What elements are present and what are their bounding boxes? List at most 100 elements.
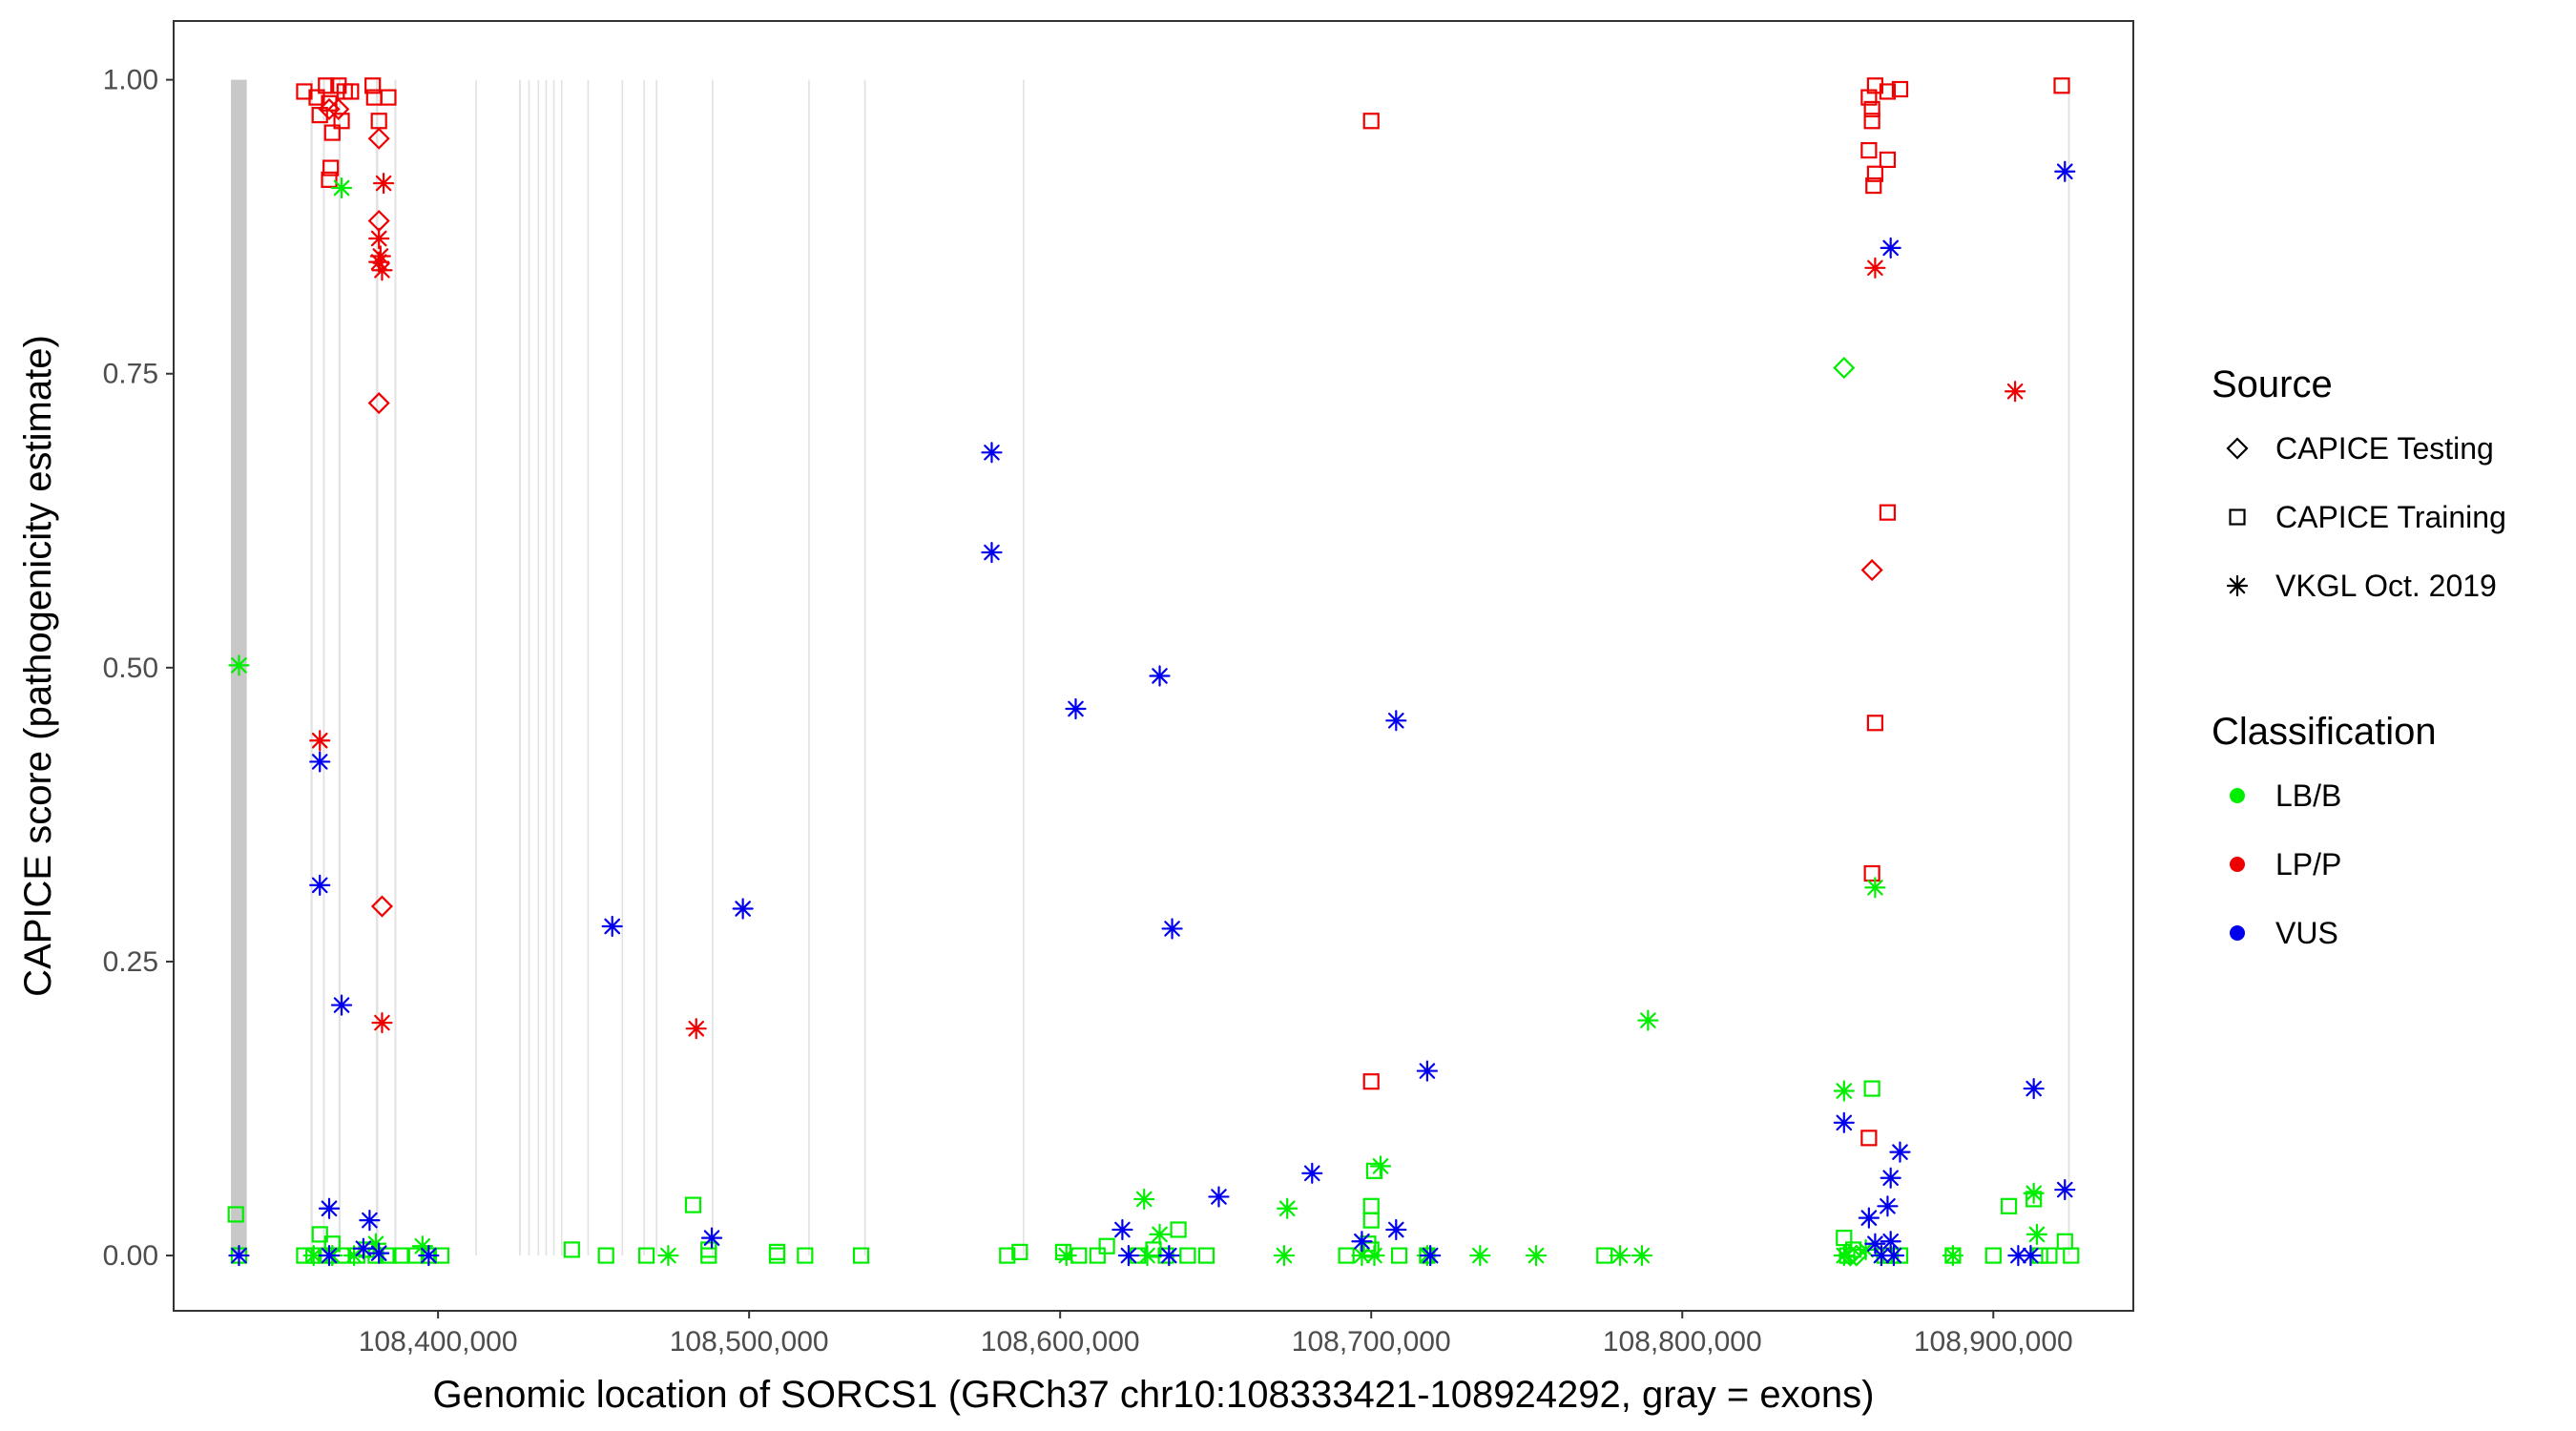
data-point [1833, 357, 1856, 380]
data-point [1277, 1197, 1298, 1219]
data-point [370, 895, 393, 918]
data-point [700, 1241, 717, 1258]
x-axis: 108,400,000 108,500,000 108,600,000 108,700… [359, 1311, 2073, 1358]
data-point [327, 97, 350, 120]
data-point [1385, 1218, 1407, 1241]
x-tick-label: 108,600,000 [981, 1326, 1140, 1358]
legend-source-title: Source [2212, 363, 2333, 405]
exon-band [712, 79, 714, 1256]
data-point [1863, 864, 1880, 882]
data-point [1858, 1207, 1880, 1229]
data-point [1637, 1009, 1659, 1031]
data-point [768, 1247, 786, 1264]
exon-band [375, 79, 379, 1256]
data-point [1866, 715, 1883, 732]
legend-symbol-square [2229, 508, 2246, 526]
data-point [368, 251, 390, 273]
data-point [563, 1241, 580, 1258]
data-point [2053, 77, 2070, 94]
data-point [1170, 1221, 1187, 1238]
data-point [1385, 710, 1407, 732]
exon-band [587, 79, 590, 1256]
data-point [684, 1196, 702, 1213]
data-point [1208, 1186, 1230, 1208]
data-point [1111, 1218, 1133, 1241]
data-point [2007, 1244, 2029, 1267]
data-point [1011, 1243, 1028, 1260]
data-point [308, 89, 325, 106]
exon-band [643, 79, 645, 1256]
data-point [1833, 1080, 1855, 1102]
data-point [392, 1247, 409, 1264]
data-point [2063, 1247, 2080, 1264]
data-points [227, 77, 2080, 1267]
data-point [1273, 1244, 1296, 1267]
data-point [700, 1227, 723, 1249]
data-point [1136, 1244, 1158, 1267]
exon-band [560, 79, 563, 1256]
x-axis-title: Genomic location of SORCS1 (GRCh37 chr10… [433, 1374, 1875, 1416]
y-tick-label: 1.00 [103, 65, 158, 96]
data-point [296, 83, 313, 100]
data-point [2023, 1182, 2045, 1204]
data-point [601, 915, 623, 938]
exon-band [310, 79, 313, 1256]
data-point [1362, 1073, 1380, 1090]
data-point [797, 1247, 814, 1264]
data-point [1879, 83, 1897, 100]
data-point [1863, 113, 1880, 130]
data-point [1882, 1244, 1905, 1267]
data-point [1879, 151, 1897, 169]
plot-panel-border [173, 20, 2134, 1312]
data-point [330, 176, 353, 199]
data-point [1863, 100, 1880, 118]
data-point [309, 874, 331, 896]
data-point [1631, 1244, 1652, 1267]
data-point [1098, 1237, 1115, 1255]
data-point [2000, 1197, 2018, 1214]
data-point [1833, 1111, 1855, 1133]
data-point [1860, 141, 1878, 159]
data-point [657, 1244, 679, 1267]
data-point [309, 751, 331, 773]
data-point [1362, 113, 1380, 130]
y-tick-label: 0.50 [103, 653, 158, 684]
legend-symbol-asterisk [2226, 574, 2249, 597]
data-point [1984, 1247, 2002, 1264]
data-point [732, 898, 754, 920]
data-point [1889, 1141, 1911, 1163]
y-tick-label: 0.00 [103, 1240, 158, 1272]
data-point [1880, 1231, 1901, 1253]
data-point [1866, 165, 1883, 182]
x-tick-label: 108,500,000 [670, 1326, 829, 1358]
data-point [321, 171, 338, 188]
data-point [333, 113, 350, 130]
data-point [981, 442, 1003, 464]
data-point [1891, 80, 1909, 98]
legend-label: VKGL Oct. 2019 [2275, 569, 2497, 603]
data-point [418, 1244, 440, 1267]
data-point [343, 83, 360, 100]
legend-label: LB/B [2275, 778, 2341, 813]
legend-label: CAPICE Training [2275, 500, 2506, 534]
data-point [2023, 1077, 2045, 1100]
data-point [371, 1011, 393, 1034]
data-point [318, 97, 341, 120]
data-point [1149, 1223, 1171, 1245]
y-axis: 0.00 0.25 0.50 0.75 1.00 [103, 65, 174, 1272]
data-point [1362, 1241, 1380, 1258]
y-tick-label: 0.75 [103, 359, 158, 390]
exon-band [552, 79, 555, 1256]
data-point [1065, 697, 1087, 720]
data-point [372, 172, 395, 195]
data-point [852, 1247, 870, 1264]
data-point [1133, 1188, 1155, 1211]
data-point [1865, 176, 1882, 195]
exon-band [537, 79, 540, 1256]
exon-band [808, 79, 810, 1256]
legend-symbol-diamond [2226, 437, 2249, 460]
x-tick-label: 108,700,000 [1292, 1326, 1451, 1358]
data-point [1362, 1212, 1380, 1229]
